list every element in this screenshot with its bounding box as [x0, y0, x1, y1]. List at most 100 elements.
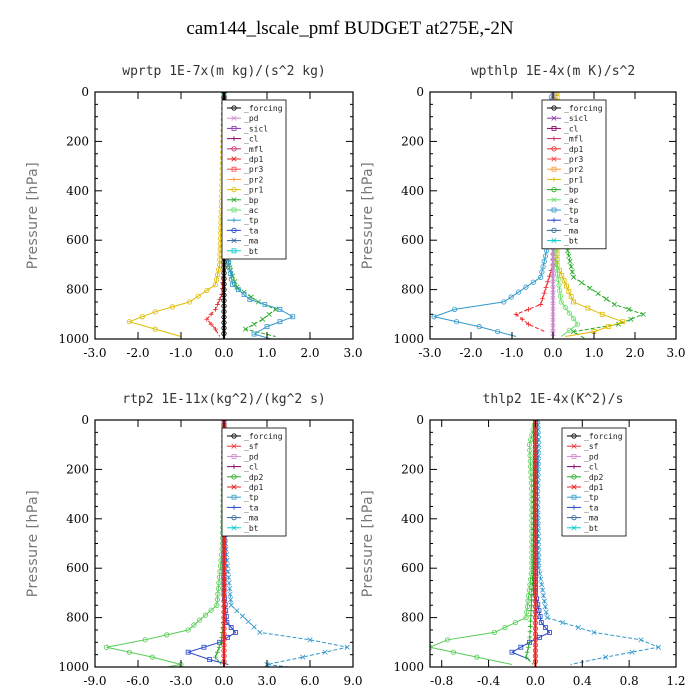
legend-entry: _dp2 — [584, 473, 603, 482]
legend-entry: _ma — [584, 514, 599, 523]
x-tick-label: 0.0 — [543, 346, 562, 360]
y-tick-label: 0 — [416, 413, 424, 427]
panel-title: rtp2 1E-11x(kg^2)/(kg^2 s) — [122, 392, 326, 407]
legend-entry: _ma — [244, 237, 259, 246]
series-forcing-marker — [532, 483, 539, 489]
legend-pd-marker — [571, 453, 577, 459]
series-line-pr1 — [127, 92, 225, 337]
series-bp-marker — [568, 264, 574, 270]
y-axis-label: Pressure [hPa] — [25, 162, 41, 269]
x-tick-label: -0.4 — [477, 674, 501, 688]
legend-entry: _tp — [244, 493, 259, 502]
legend-bt-marker — [231, 525, 237, 531]
x-tick-label: -9.0 — [83, 674, 106, 688]
legend-tp-marker — [551, 207, 557, 213]
y-axis-label: Pressure [hPa] — [360, 162, 376, 269]
series-forcing-marker — [532, 510, 539, 516]
series-dp1-marker — [541, 290, 547, 296]
series-dp2-marker — [528, 618, 533, 624]
series-tp-marker — [262, 302, 268, 307]
series-tp-marker — [228, 597, 234, 603]
series-bp-marker — [567, 258, 573, 264]
series-tp-marker — [228, 602, 234, 608]
series-bp-marker — [234, 284, 240, 290]
legend-pr1-marker — [231, 187, 237, 193]
legend-pr2-marker — [231, 177, 237, 182]
series-forcing-marker — [532, 516, 539, 522]
series-tp-marker — [251, 624, 257, 630]
series-tp-marker — [234, 608, 240, 614]
series-dp1-marker — [528, 464, 534, 470]
series-tp-marker — [539, 582, 545, 588]
series-ta-marker — [542, 625, 548, 630]
legend-mfl-marker — [551, 136, 557, 141]
legend: _forcing_sf_pd _cl_dp2_dp1_tp_ta _ma_bt — [221, 427, 287, 537]
series-dp2-marker — [527, 639, 532, 645]
series-forcing-marker — [221, 620, 227, 626]
series-forcing-marker — [532, 647, 539, 654]
series-pr1-marker — [212, 282, 218, 288]
series-ac-marker — [574, 321, 581, 327]
series-forcing-marker — [550, 265, 556, 271]
legend-pr3-marker — [551, 156, 557, 162]
legend-entry: _bt — [244, 247, 259, 256]
series-tp-marker — [247, 297, 253, 302]
series-forcing-marker — [550, 319, 556, 326]
series-tp-marker — [540, 593, 547, 599]
y-tick-label: 800 — [66, 283, 89, 297]
x-tick-label: -0.8 — [430, 674, 453, 688]
legend-entry: _forcing — [244, 432, 283, 441]
series-tp-marker — [264, 324, 270, 330]
series-tp-marker — [229, 276, 235, 282]
series-forcing-marker — [550, 308, 556, 315]
legend-dp1-marker — [231, 156, 237, 162]
legend-entry: _pr3 — [564, 155, 583, 164]
series-forcing-marker — [532, 439, 539, 445]
legend-entry: _pr1 — [244, 186, 263, 195]
panel-thlp2: thlp2 1E-4x(K^2)/s Pressure [hPa] 0 200 400 6… — [360, 392, 686, 688]
series-forcing-marker — [532, 576, 539, 582]
legend-cl-marker — [571, 464, 577, 469]
y-tick-label: 600 — [66, 561, 89, 575]
x-tick-label: 1.0 — [584, 346, 603, 360]
series-dp1-marker — [529, 533, 535, 540]
series-tp-marker — [535, 533, 542, 540]
y-tick-label: 400 — [66, 512, 89, 526]
legend-entry: _pr1 — [564, 175, 583, 184]
series-forcing-marker — [532, 587, 539, 593]
series-dp1-marker — [204, 316, 210, 322]
series-forcing-marker — [221, 292, 227, 298]
series-dp1-marker — [543, 285, 549, 290]
series-tp-marker — [245, 618, 251, 625]
series-forcing-marker — [532, 554, 539, 560]
y-tick-label: 1000 — [58, 332, 89, 346]
series-dp1-marker — [149, 654, 155, 660]
series-dp1-marker — [526, 321, 531, 327]
series-dp2-marker — [523, 654, 529, 660]
series-forcing-marker — [221, 297, 227, 304]
legend-tp-marker — [231, 217, 237, 223]
series-dp2-marker — [216, 644, 222, 650]
legend-entry: _cl — [564, 124, 579, 133]
series-tp-marker — [543, 609, 549, 615]
legend-entry: _sicl — [564, 114, 588, 123]
series-dp1-marker — [142, 637, 148, 643]
series-tp-marker — [451, 306, 458, 312]
legend-entry: _tp — [584, 493, 599, 502]
panel-title: wprtp 1E-7x(m kg)/(s^2 kg) — [122, 64, 326, 79]
series-bp-marker — [569, 269, 575, 275]
series-pr1-marker — [195, 293, 201, 299]
series-line-dp1 — [106, 420, 225, 667]
x-tick-label: -2.0 — [126, 346, 149, 360]
series-forcing-marker — [221, 598, 227, 604]
series-pr1-marker — [216, 267, 222, 273]
legend-tp-marker — [571, 494, 577, 500]
series-forcing-marker — [221, 314, 227, 320]
x-tick-label: 1.0 — [257, 346, 276, 360]
series-pr1-marker — [564, 283, 569, 289]
legend-sicl-marker — [551, 115, 557, 121]
legend-entry: _pd — [244, 114, 259, 123]
series-dp1-marker — [545, 279, 551, 285]
series-tp-marker — [540, 587, 546, 593]
